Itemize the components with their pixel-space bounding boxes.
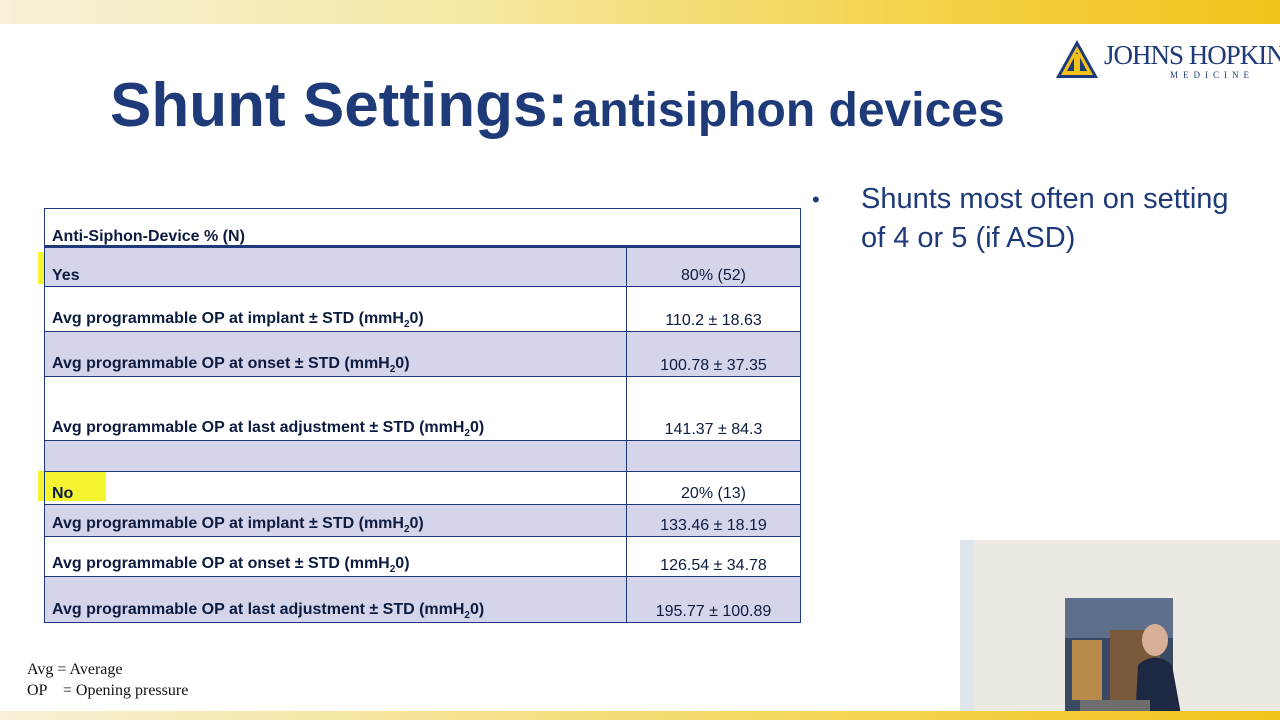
table-row: Avg programmable OP at last adjustment ±… (44, 576, 801, 623)
table-row: Avg programmable OP at onset ± STD (mmH2… (44, 536, 801, 577)
table-row: Avg programmable OP at implant ± STD (mm… (44, 504, 801, 537)
label-text: Avg programmable OP at last adjustment ±… (52, 418, 465, 436)
label-text: Avg programmable OP at onset ± STD (mmH (52, 554, 390, 572)
label-tail: 0) (469, 418, 485, 436)
label-subscript: 2 (389, 564, 396, 575)
speaker-video-image (960, 540, 1280, 720)
label-text: Avg programmable OP at last adjustment ±… (52, 600, 465, 618)
row-value: 110.2 ± 18.63 (665, 312, 762, 329)
row-label: Avg programmable OP at onset ± STD (mmH2… (52, 355, 410, 375)
shield-icon (1056, 40, 1098, 78)
row-label: Avg programmable OP at implant ± STD (mm… (52, 310, 424, 330)
label-subscript: 2 (464, 610, 470, 621)
row-label-yes: Yes (52, 267, 80, 284)
table-row: Avg programmable OP at onset ± STD (mmH2… (44, 331, 801, 377)
table-header-label: Anti-Siphon-Device % (N) (52, 228, 245, 245)
label-tail: 0) (395, 354, 410, 372)
row-label-no: No (52, 485, 74, 502)
row-value: 20% (13) (681, 485, 746, 502)
johns-hopkins-logo: JOHNS HOPKINS MEDICINE (1054, 38, 1280, 86)
table-header-row: Anti-Siphon-Device % (N) (44, 208, 801, 248)
no-highlight (38, 471, 106, 501)
row-value: 80% (52) (681, 267, 746, 284)
label-subscript: 2 (403, 524, 410, 535)
speaker-video-inset (960, 540, 1280, 720)
label-tail: 0) (395, 554, 410, 572)
row-label: Avg programmable OP at last adjustment ±… (52, 601, 484, 621)
footnote-avg: Avg = Average (27, 661, 123, 678)
row-value: 126.54 ± 34.78 (660, 557, 767, 574)
bottom-accent-bar (0, 711, 1280, 720)
table-row: Yes 80% (52) (44, 247, 801, 287)
anti-siphon-table: Anti-Siphon-Device % (N) Yes 80% (52) Av… (44, 208, 801, 623)
table-row: No 20% (13) (44, 471, 801, 505)
slide-title: Shunt Settings: antisiphon devices (110, 70, 1005, 141)
row-value: 133.46 ± 18.19 (660, 517, 767, 534)
bullet-text: Shunts most often on setting of 4 or 5 (… (861, 183, 1229, 254)
logo-wordmark: JOHNS HOPKINS (1104, 40, 1280, 70)
bullet-marker: • (812, 187, 820, 212)
footnote-op: OP = Opening pressure (27, 682, 189, 699)
row-label: Avg programmable OP at last adjustment ±… (52, 419, 484, 439)
label-subscript: 2 (464, 428, 470, 439)
logo-subtitle: MEDICINE (1170, 70, 1254, 80)
label-tail: 0) (469, 600, 485, 618)
label-tail: 0) (409, 514, 424, 532)
label-text: Avg programmable OP at implant ± STD (mm… (52, 514, 404, 532)
label-tail: 0) (409, 309, 424, 327)
row-value: 195.77 ± 100.89 (655, 603, 772, 620)
table-row-empty (44, 440, 801, 472)
row-label: Avg programmable OP at implant ± STD (mm… (52, 515, 424, 535)
title-sub: antisiphon devices (572, 84, 1005, 137)
table-row: Avg programmable OP at last adjustment ±… (44, 376, 801, 441)
title-main: Shunt Settings: (110, 71, 569, 140)
table-row: Avg programmable OP at implant ± STD (mm… (44, 286, 801, 332)
top-accent-bar (0, 0, 1280, 24)
label-subscript: 2 (389, 364, 396, 375)
label-text: Avg programmable OP at implant ± STD (mm… (52, 309, 404, 327)
row-value: 100.78 ± 37.35 (660, 357, 767, 374)
row-label: Avg programmable OP at onset ± STD (mmH2… (52, 555, 410, 575)
label-text: Avg programmable OP at onset ± STD (mmH (52, 354, 390, 372)
row-value: 141.37 ± 84.3 (664, 421, 763, 438)
label-subscript: 2 (403, 319, 410, 330)
